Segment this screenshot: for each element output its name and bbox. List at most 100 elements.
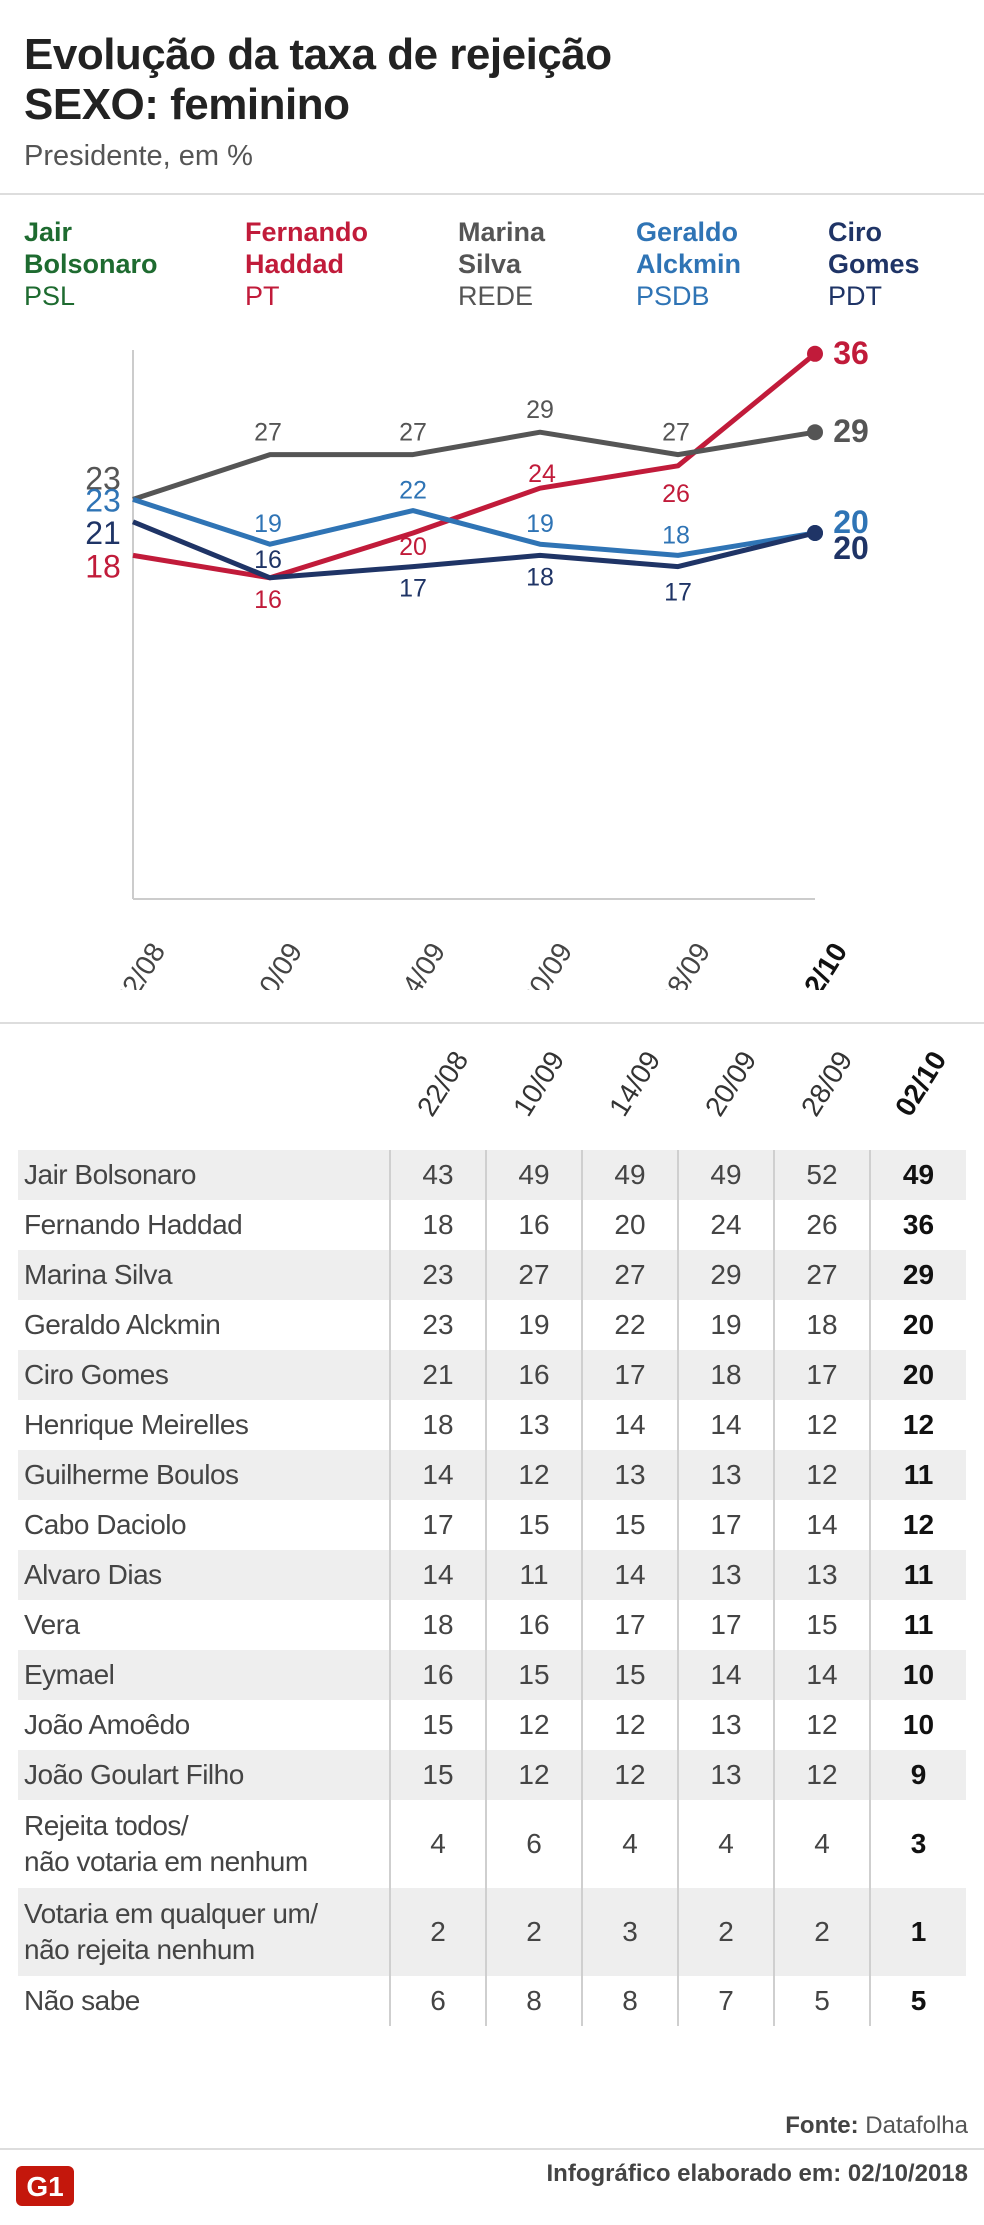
table-cell: 29 — [869, 1250, 966, 1300]
chart-title: Evolução da taxa de rejeição SEXO: femin… — [24, 30, 612, 130]
table-cell: 49 — [869, 1150, 966, 1200]
table-cell: 14 — [389, 1550, 486, 1600]
row-name-line: Vera — [24, 1609, 80, 1640]
data-label: 16 — [254, 586, 282, 614]
legend-party: REDE — [458, 281, 534, 311]
source-note: Fonte: Datafolha — [785, 2112, 968, 2140]
table-row-name: Eymael — [18, 1650, 390, 1700]
table-cell: 2 — [677, 1888, 774, 1976]
series-line — [132, 429, 816, 502]
table-cell: 23 — [389, 1300, 486, 1350]
table-row: Rejeita todos/não votaria em nenhum 4 6 4 4 4… — [18, 1800, 966, 1888]
row-name-line: Fernando Haddad — [24, 1209, 243, 1240]
divider-top — [0, 193, 984, 195]
table-cell: 14 — [677, 1400, 774, 1450]
table-cell: 12 — [773, 1400, 870, 1450]
row-name-line: Alvaro Dias — [24, 1559, 162, 1590]
table-cell: 52 — [773, 1150, 870, 1200]
table-cell: 18 — [389, 1200, 486, 1250]
table-cell: 27 — [773, 1250, 870, 1300]
table-cell: 15 — [485, 1500, 582, 1550]
series-line — [132, 351, 817, 581]
table-cell: 6 — [389, 1976, 486, 2026]
table-cell: 8 — [485, 1976, 582, 2026]
table-cell: 14 — [773, 1500, 870, 1550]
x-tick-label: 22/08 — [108, 937, 171, 990]
x-tick-label: 14/09 — [388, 937, 451, 990]
table-cell: 13 — [773, 1550, 870, 1600]
table-cell: 11 — [869, 1600, 966, 1650]
row-name-line: Votaria em qualquer um/ — [24, 1898, 318, 1929]
data-label: 20 — [833, 504, 869, 540]
table-row: João Goulart Filho 15 12 12 13 12 9 — [18, 1750, 966, 1800]
table-cell: 6 — [485, 1800, 582, 1888]
table-cell: 16 — [389, 1650, 486, 1700]
table-cell: 12 — [581, 1750, 678, 1800]
source-label: Fonte: — [785, 2112, 859, 2139]
table-date-header: 28/09 — [794, 1045, 859, 1122]
table-cell: 12 — [869, 1400, 966, 1450]
table-cell: 14 — [389, 1450, 486, 1500]
data-label: 20 — [399, 533, 427, 561]
legend-item: Marina Silva REDE — [458, 216, 545, 312]
table-cell: 11 — [869, 1450, 966, 1500]
table-row-name: Guilherme Boulos — [18, 1450, 390, 1500]
table-cell: 3 — [581, 1888, 678, 1976]
credit-date: 02/10/2018 — [847, 2160, 968, 2187]
row-name-line: não rejeita nenhum — [24, 1934, 255, 1965]
data-label: 27 — [399, 419, 427, 447]
table-cell: 13 — [677, 1450, 774, 1500]
table-row-name: Geraldo Alckmin — [18, 1300, 390, 1350]
g1-logo: G1 — [16, 2166, 74, 2206]
table-cell: 17 — [677, 1500, 774, 1550]
row-name-line: Jair Bolsonaro — [24, 1159, 196, 1190]
table-row-name: João Amoêdo — [18, 1700, 390, 1750]
table-cell: 18 — [773, 1300, 870, 1350]
table-cell: 16 — [485, 1200, 582, 1250]
table-date-header: 02/10 — [888, 1045, 953, 1122]
table-cell: 7 — [677, 1976, 774, 2026]
table-cell: 14 — [581, 1400, 678, 1450]
table-row: Cabo Daciolo 17 15 15 17 14 12 — [18, 1500, 966, 1550]
table-date-header: 10/09 — [506, 1045, 571, 1122]
table-row: Alvaro Dias 14 11 14 13 13 11 — [18, 1550, 966, 1600]
table-cell: 4 — [581, 1800, 678, 1888]
row-name-line: Guilherme Boulos — [24, 1459, 239, 1490]
legend-name: Alckmin — [636, 249, 742, 279]
table-cell: 1 — [869, 1888, 966, 1976]
credit-label: Infográfico elaborado em: — [546, 2160, 842, 2187]
data-label: 27 — [662, 419, 690, 447]
row-name-line: Rejeita todos/ — [24, 1810, 189, 1841]
table-cell: 29 — [677, 1250, 774, 1300]
legend-party: PSL — [24, 281, 76, 311]
table-cell: 17 — [581, 1600, 678, 1650]
legend-name: Geraldo — [636, 217, 739, 247]
legend-name: Gomes — [828, 249, 920, 279]
table-cell: 4 — [389, 1800, 486, 1888]
table-cell: 2 — [389, 1888, 486, 1976]
table-cell: 10 — [869, 1700, 966, 1750]
data-label: 23 — [85, 482, 121, 518]
legend-name: Marina — [458, 217, 546, 247]
series-end-point — [807, 424, 823, 441]
table-cell: 21 — [389, 1350, 486, 1400]
table-cell: 15 — [389, 1750, 486, 1800]
legend-name: Ciro — [828, 217, 882, 247]
x-tick-label: 02/10 — [790, 937, 853, 990]
series-line — [132, 519, 816, 581]
table-row: Henrique Meirelles 18 13 14 14 12 12 — [18, 1400, 966, 1450]
table-cell: 12 — [485, 1750, 582, 1800]
divider-bottom — [0, 2148, 984, 2150]
table-cell: 14 — [677, 1650, 774, 1700]
x-tick-label: 28/09 — [653, 937, 716, 990]
table-row: Geraldo Alckmin 23 19 22 19 18 20 — [18, 1300, 966, 1350]
table-cell: 19 — [677, 1300, 774, 1350]
row-name-line: Ciro Gomes — [24, 1359, 169, 1390]
table-cell: 36 — [869, 1200, 966, 1250]
table-cell: 2 — [485, 1888, 582, 1976]
table-cell: 49 — [581, 1150, 678, 1200]
table-row: Jair Bolsonaro 43 49 49 49 52 49 — [18, 1150, 966, 1200]
data-label: 27 — [254, 419, 282, 447]
table-row-name: Henrique Meirelles — [18, 1400, 390, 1450]
data-label: 22 — [399, 477, 427, 505]
